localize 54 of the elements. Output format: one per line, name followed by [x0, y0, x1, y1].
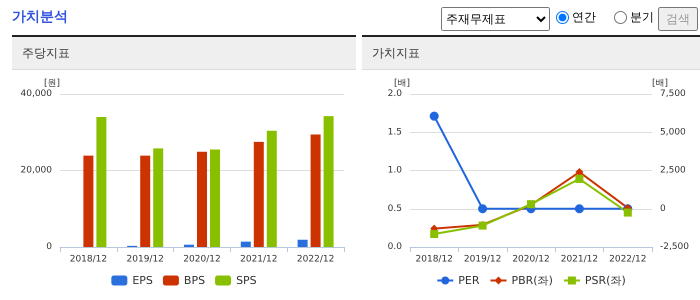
text: 연간 [571, 9, 596, 26]
x-tick-label: 2020/12 [512, 254, 550, 264]
legend-label: SPS [236, 274, 257, 287]
y-tick-label: 1.0 [388, 166, 402, 176]
text: 분기 [629, 9, 654, 26]
y-axis-title: [배] [394, 78, 410, 88]
y-tick-label: 0 [46, 242, 52, 252]
y-tick-label: 20,000 [20, 166, 52, 176]
bar [96, 116, 106, 247]
y-tick-label: 2.0 [388, 89, 402, 99]
bar [298, 240, 308, 247]
bar [140, 156, 150, 247]
x-tick-label: 2021/12 [240, 254, 278, 264]
y-tick-label: 1.5 [388, 127, 402, 138]
chart-title: 가치지표 [362, 35, 700, 70]
x-tick-label: 2022/12 [609, 254, 646, 264]
search-button: 검색 [658, 7, 698, 31]
report-type-dropdown: 주재무제표 [441, 7, 550, 31]
y-tick-label: 0.0 [388, 242, 402, 252]
y2-tick-label: 0 [660, 204, 666, 214]
legend-label: PSR(좌) [584, 274, 626, 287]
y2-axis-title: [배] [652, 78, 668, 88]
bar [240, 242, 251, 247]
bar [197, 152, 207, 247]
y2-tick-label: 2,500 [660, 166, 686, 176]
x-tick-label: 2018/12 [70, 254, 108, 264]
bar [310, 134, 321, 247]
x-tick-label: 2019/12 [126, 254, 164, 264]
x-tick-label: 2020/12 [183, 254, 221, 264]
point [575, 174, 584, 183]
text: 가치분석 [12, 8, 68, 26]
y2-tick-label: -2,500 [660, 242, 690, 252]
legend-label: EPS [132, 274, 153, 287]
y-tick-label: 0.5 [388, 204, 402, 214]
x-tick-label: 2022/12 [296, 254, 334, 264]
y-axis-title: [원] [44, 78, 60, 88]
y-tick-label: 40,000 [20, 89, 52, 99]
x-tick-label: 2021/12 [560, 254, 598, 264]
bar [210, 149, 220, 247]
legend-label: PBR(좌) [511, 274, 553, 287]
chart-title: 주당지표 [12, 35, 356, 70]
bar [153, 148, 164, 247]
bar [324, 116, 334, 247]
y2-tick-label: 5,000 [660, 127, 686, 138]
x-tick-label: 2019/12 [464, 254, 502, 264]
bar [266, 130, 277, 247]
x-tick-label: 2018/12 [416, 254, 453, 264]
bar [83, 156, 94, 247]
bar [254, 142, 264, 247]
legend-label: PER [458, 274, 480, 287]
point [624, 208, 632, 217]
point [430, 230, 438, 238]
legend-label: BPS [184, 274, 206, 287]
y2-tick-label: 7,500 [660, 89, 686, 99]
